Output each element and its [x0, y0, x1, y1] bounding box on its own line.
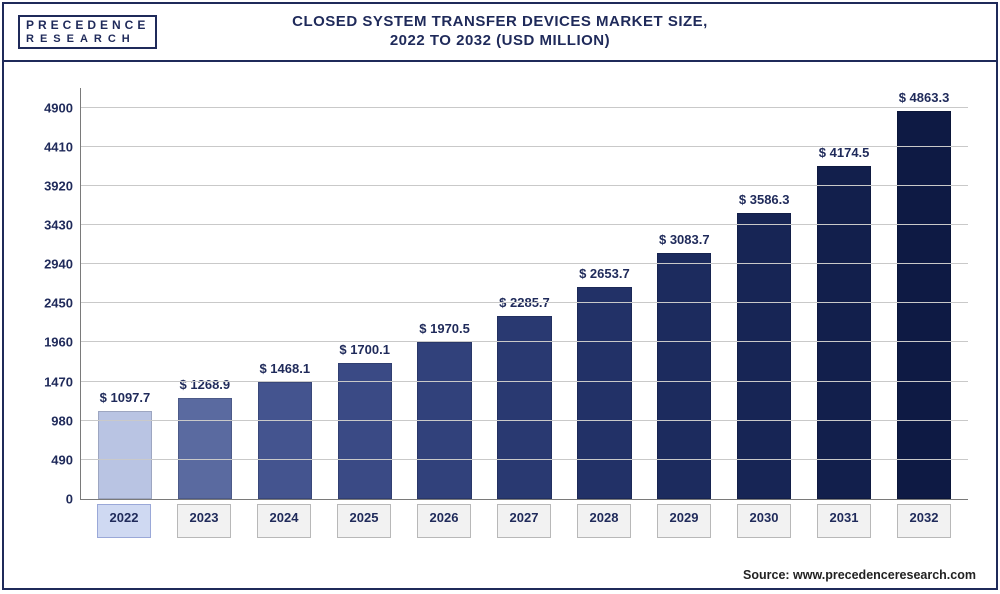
x-tick-label: 2027: [497, 504, 551, 538]
bar: [577, 287, 631, 499]
x-tick-label: 2023: [177, 504, 231, 538]
y-tick-label: 980: [51, 413, 81, 428]
y-tick-label: 4410: [44, 139, 81, 154]
title-line1: CLOSED SYSTEM TRANSFER DEVICES MARKET SI…: [4, 13, 996, 32]
bar-slot: $ 3083.7: [644, 88, 724, 499]
bar-value-label: $ 4863.3: [899, 90, 950, 105]
bar: [258, 382, 312, 499]
bar-value-label: $ 3586.3: [739, 192, 790, 207]
y-tick-label: 3920: [44, 178, 81, 193]
y-tick-label: 3430: [44, 218, 81, 233]
bar: [737, 213, 791, 499]
y-tick-label: 490: [51, 452, 81, 467]
bar-value-label: $ 2653.7: [579, 266, 630, 281]
y-tick-label: 1470: [44, 374, 81, 389]
gridline: [81, 146, 968, 147]
x-axis: 2022 2023 2024 2025 2026 2027 2028 2029 2030 2031…: [80, 504, 968, 538]
bar-slot: $ 1700.1: [325, 88, 405, 499]
gridline: [81, 420, 968, 421]
y-tick-label: 2940: [44, 257, 81, 272]
y-tick-label: 1960: [44, 335, 81, 350]
bar: [497, 316, 551, 499]
x-tick: 2030: [724, 504, 804, 538]
bar-value-label: $ 1097.7: [100, 390, 151, 405]
x-tick: 2026: [404, 504, 484, 538]
x-tick: 2032: [884, 504, 964, 538]
gridline: [81, 381, 968, 382]
bar-slot: $ 4174.5: [804, 88, 884, 499]
bar-value-label: $ 1700.1: [339, 342, 390, 357]
bar-value-label: $ 1468.1: [259, 361, 310, 376]
x-tick: 2031: [804, 504, 884, 538]
source-attribution: Source: www.precedenceresearch.com: [4, 566, 996, 588]
x-tick-label: 2022: [97, 504, 151, 538]
bar-slot: $ 1268.9: [165, 88, 245, 499]
chart-frame: PRECEDENCE RESEARCH CLOSED SYSTEM TRANSF…: [2, 2, 998, 590]
x-tick: 2023: [164, 504, 244, 538]
x-tick: 2025: [324, 504, 404, 538]
chart-title: CLOSED SYSTEM TRANSFER DEVICES MARKET SI…: [4, 13, 996, 51]
bar-value-label: $ 1970.5: [419, 321, 470, 336]
gridline: [81, 459, 968, 460]
bar: [657, 253, 711, 499]
bar-slot: $ 2285.7: [485, 88, 565, 499]
bar-slot: $ 1097.7: [85, 88, 165, 499]
bar: [98, 411, 152, 499]
bar: [817, 166, 871, 499]
x-tick-label: 2024: [257, 504, 311, 538]
bar-slot: $ 3586.3: [724, 88, 804, 499]
bar-chart: $ 1097.7 $ 1268.9 $ 1468.1 $ 1700.1 $ 1970.5…: [24, 80, 976, 560]
gridline: [81, 107, 968, 108]
bar-slot: $ 1970.5: [405, 88, 485, 499]
x-tick: 2024: [244, 504, 324, 538]
bar-value-label: $ 3083.7: [659, 232, 710, 247]
bar: [178, 398, 232, 499]
bar-slot: $ 1468.1: [245, 88, 325, 499]
bar-value-label: $ 4174.5: [819, 145, 870, 160]
bar-slot: $ 4863.3: [884, 88, 964, 499]
bar: [897, 111, 951, 499]
x-tick-label: 2026: [417, 504, 471, 538]
gridline: [81, 302, 968, 303]
x-tick-label: 2031: [817, 504, 871, 538]
bar: [338, 363, 392, 499]
plot-area: $ 1097.7 $ 1268.9 $ 1468.1 $ 1700.1 $ 1970.5…: [4, 62, 996, 566]
gridline: [81, 185, 968, 186]
bars-container: $ 1097.7 $ 1268.9 $ 1468.1 $ 1700.1 $ 1970.5…: [81, 88, 968, 499]
gridline: [81, 341, 968, 342]
x-tick: 2027: [484, 504, 564, 538]
y-tick-label: 2450: [44, 296, 81, 311]
x-tick: 2028: [564, 504, 644, 538]
y-tick-label: 0: [66, 492, 81, 507]
x-tick-label: 2032: [897, 504, 951, 538]
header: PRECEDENCE RESEARCH CLOSED SYSTEM TRANSF…: [4, 4, 996, 62]
x-tick-label: 2029: [657, 504, 711, 538]
gridline: [81, 224, 968, 225]
grid-region: $ 1097.7 $ 1268.9 $ 1468.1 $ 1700.1 $ 1970.5…: [80, 88, 968, 500]
bar-value-label: $ 1268.9: [180, 377, 231, 392]
x-tick: 2029: [644, 504, 724, 538]
gridline: [81, 263, 968, 264]
x-tick-label: 2028: [577, 504, 631, 538]
x-tick: 2022: [84, 504, 164, 538]
x-tick-label: 2030: [737, 504, 791, 538]
title-line2: 2022 TO 2032 (USD MILLION): [4, 32, 996, 51]
bar-slot: $ 2653.7: [564, 88, 644, 499]
x-tick-label: 2025: [337, 504, 391, 538]
y-tick-label: 4900: [44, 100, 81, 115]
